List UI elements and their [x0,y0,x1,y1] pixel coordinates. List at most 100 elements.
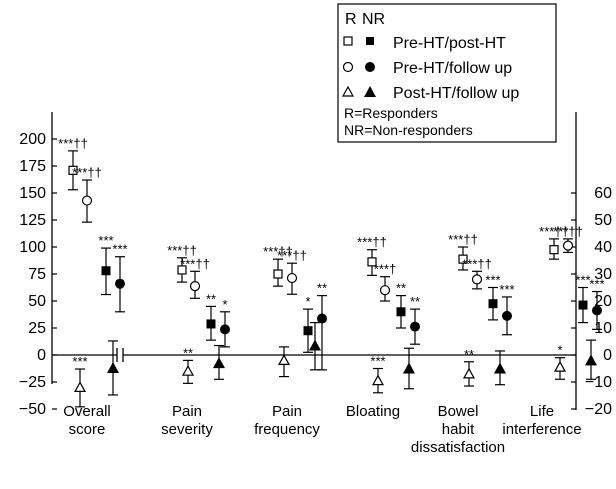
significance-label: ** [206,291,216,306]
significance-label: ***†† [539,224,569,239]
data-point-open-square [68,165,78,175]
right-tick-label: −10 [585,374,612,391]
data-point-filled-square [101,266,111,276]
data-point-open-circle [81,195,93,206]
data-point-open-triangle [553,360,567,372]
significance-label: *** [499,282,514,297]
legend: R NR Pre-HT/post-HT Pre-HT/follow up Pos… [337,3,557,143]
category-label: score [69,421,106,438]
data-point-open-square [273,269,283,279]
significance-label: * [557,343,562,358]
legend-note-nonresponders: NR=Non-responders [344,122,473,138]
significance-label: ***†† [448,232,478,247]
data-point-filled-triangle [585,354,597,366]
significance-label: ** [317,281,327,296]
data-point-filled-circle [115,278,125,289]
legend-header-nonresponders: NR [362,11,385,28]
left-tick-label: 75 [28,266,46,283]
significance-label: ***†† [277,248,307,263]
right-tick-label: 50 [594,212,612,229]
data-point-filled-square [578,300,588,310]
category-label: Bloating [346,403,400,420]
significance-label: ***†† [167,243,197,258]
right-tick-label: −20 [585,401,612,418]
category-label: dissatisfaction [411,439,505,456]
data-point-filled-circle [502,310,512,321]
data-point-open-circle [286,272,298,284]
data-point-open-square [549,245,559,255]
significance-label: ***†† [180,256,210,271]
data-point-filled-circle [220,324,230,335]
data-point-filled-circle [317,313,327,324]
significance-label: ***† [374,262,396,277]
data-point-filled-triangle [494,362,506,374]
data-point-open-triangle [277,354,291,365]
left-tick-label: 25 [28,320,46,337]
significance-label: ** [410,294,420,309]
plot-area: ***††***†† ***††***†† ***††***††***††***††… [58,136,605,408]
significance-label: *** [98,233,113,248]
left-tick-label: 0 [37,347,46,364]
right-tick-label: 60 [594,185,612,202]
significance-label: *** [112,242,127,257]
data-point-open-circle [471,274,483,285]
significance-label: ***†† [58,136,88,151]
data-point-open-triangle [371,374,385,386]
data-point-open-square [458,254,468,264]
legend-filled-circle-marker [365,62,375,72]
data-point-open-triangle [73,381,87,392]
legend-header-responders: R [345,11,357,28]
data-point-open-circle [379,285,391,296]
data-point-filled-square [206,319,216,329]
legend-filled-square-marker [366,37,374,45]
left-tick-label: 50 [28,293,46,310]
legend-entry-pre-post: Pre-HT/post-HT [393,35,506,52]
significance-label: ***†† [462,256,492,271]
legend-note-responders: R=Responders [344,105,438,121]
significance-label: *** [575,273,590,288]
legend-open-triangle-marker [341,85,355,97]
significance-label: ***†† [357,235,387,250]
right-tick-label: 40 [594,239,612,256]
data-point-open-circle [562,240,574,251]
category-label: Bowel [438,403,479,420]
data-point-open-triangle [181,364,195,376]
significance-label: *** [589,277,604,292]
category-label: habit [442,421,475,438]
category-labels: OverallscorePainseverityPainfrequencyBlo… [63,403,581,456]
significance-label: *** [485,273,500,288]
right-tick-label: 30 [594,266,612,283]
left-tick-label: 150 [19,185,46,202]
data-point-filled-triangle [403,362,415,374]
data-point-filled-circle [592,305,602,316]
data-point-open-square [177,265,187,275]
left-axis-ticks: 200 175 150 125 100 75 50 25 0 −25 −50 [19,131,57,418]
right-tick-label: 0 [603,347,612,364]
category-label: Pain [272,403,302,420]
left-tick-label: 200 [19,131,46,148]
data-point-filled-circle [410,321,420,332]
data-point-filled-triangle [107,361,119,373]
significance-label: ***†† [72,165,102,180]
left-tick-label: 175 [19,158,46,175]
legend-entry-pre-followup: Pre-HT/follow up [393,60,512,77]
significance-label: *** [72,354,87,369]
significance-label: ***†† [553,224,583,239]
category-label: Pain [172,403,202,420]
category-label: frequency [254,421,320,438]
category-label: Life [530,403,554,420]
data-point-open-triangle [462,367,476,379]
legend-open-circle-marker [342,61,354,73]
significance-label: ***†† [263,244,293,259]
category-label: severity [161,421,213,438]
legend-entry-post-followup: Post-HT/follow up [393,85,519,102]
significance-label: * [222,297,227,312]
significance-label: ** [464,347,474,362]
legend-box [337,3,557,143]
data-point-filled-square [396,307,406,317]
legend-open-square-marker [343,36,353,46]
axis-break-gap [117,348,123,362]
significance-label: ** [396,281,406,296]
